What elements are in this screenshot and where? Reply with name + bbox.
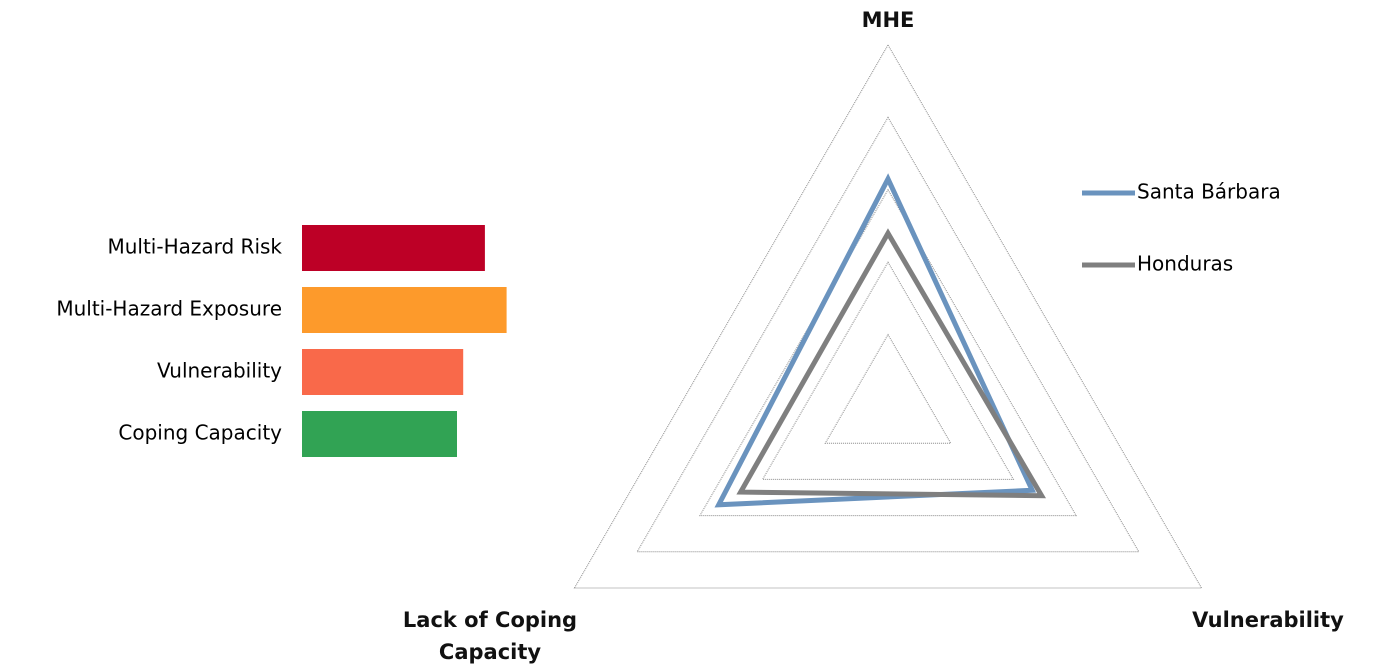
bar [302,349,464,395]
bar-label: Vulnerability [157,359,282,383]
bar [302,287,507,333]
bar [302,411,457,457]
bar-label: Multi-Hazard Exposure [56,297,282,321]
axis-label: Vulnerability [1192,608,1344,632]
legend-label: Santa Bárbara [1137,180,1281,204]
bar [302,225,485,271]
bar-label: Multi-Hazard Risk [107,235,282,259]
axis-label: MHE [861,8,915,32]
grid-ring [699,188,1077,517]
grid-ring [573,44,1203,589]
axis-label: Lack of Coping Capacity [402,608,578,664]
bar-label: Coping Capacity [118,421,282,445]
grid-ring [824,333,952,444]
radar-line [714,173,1037,508]
grid-ring [761,261,1015,480]
legend-label: Honduras [1137,252,1233,276]
radar-line [736,228,1047,499]
grid-ring [636,116,1140,553]
